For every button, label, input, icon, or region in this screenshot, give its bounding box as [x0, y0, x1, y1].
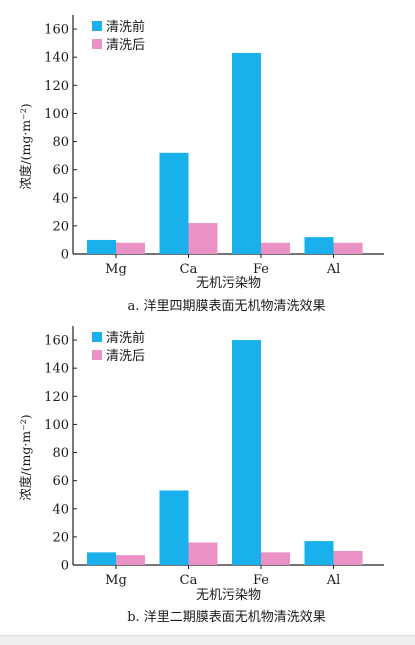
x-tick-label: Ca	[180, 573, 198, 588]
y-tick-label: 160	[44, 334, 69, 349]
y-axis-label: 浓度/(mg·m⁻²)	[18, 103, 33, 189]
x-tick-label: Mg	[105, 262, 127, 277]
y-tick-label: 100	[44, 418, 69, 433]
chart-panel-b: 0 20 40 60 80 100 120 140 160 Mg Ca Fe Al 清洗前清洗后浓度/(m…	[18, 326, 384, 625]
chart-caption: b. 洋里二期膜表面无机物清洗效果	[127, 610, 326, 625]
x-axis-label: 无机污染物	[196, 588, 261, 603]
y-axis-label: 浓度/(mg·m⁻²)	[18, 414, 33, 500]
bar-before	[304, 237, 334, 254]
x-tick-label: Fe	[253, 262, 269, 277]
y-tick-label: 160	[44, 23, 69, 38]
y-tick-label: 140	[44, 51, 69, 66]
bar-before	[232, 340, 261, 565]
y-tick-label: 40	[52, 191, 69, 206]
legend-label: 清洗前	[106, 19, 145, 35]
legend-label: 清洗前	[106, 330, 145, 346]
x-axis-label: 无机污染物	[196, 276, 261, 291]
x-tick-label: Ca	[180, 262, 198, 277]
bar-after	[116, 555, 145, 565]
bar-after	[333, 550, 363, 565]
legend-swatch	[92, 350, 102, 360]
y-tick-label: 120	[44, 79, 69, 94]
bottom-strip	[0, 636, 415, 645]
x-tick-label: Fe	[253, 573, 269, 588]
y-tick-label: 60	[52, 163, 69, 178]
y-tick-label: 20	[52, 219, 69, 234]
bar-before	[159, 490, 189, 565]
chart-panel-a: 0 20 40 60 80 100 120 140 160 Mg Ca Fe Al 清洗前清洗后浓度/(m…	[18, 15, 384, 314]
bar-after	[333, 242, 363, 254]
bar-before	[87, 239, 116, 254]
bar-after	[188, 542, 218, 565]
bar-after	[116, 242, 145, 254]
bottom-divider	[0, 635, 415, 636]
y-tick-label: 80	[52, 446, 69, 461]
x-tick-label: Al	[326, 573, 341, 588]
bar-before	[87, 552, 116, 565]
y-tick-label: 0	[61, 248, 69, 263]
legend-swatch	[92, 39, 102, 49]
y-tick-label: 60	[52, 474, 69, 489]
y-tick-label: 120	[44, 390, 69, 405]
legend-label: 清洗后	[106, 38, 145, 53]
y-tick-label: 20	[52, 530, 69, 545]
bar-before	[304, 541, 334, 565]
legend-label: 清洗后	[106, 349, 145, 364]
bar-before	[159, 152, 189, 254]
y-tick-label: 40	[52, 502, 69, 517]
bar-after	[261, 242, 290, 254]
legend-swatch	[92, 332, 102, 342]
chart-caption: a. 洋里四期膜表面无机物清洗效果	[127, 299, 325, 314]
legend-swatch	[92, 21, 102, 31]
bar-after	[261, 552, 290, 565]
x-tick-label: Al	[326, 262, 341, 277]
x-tick-label: Mg	[105, 573, 127, 588]
y-tick-label: 80	[52, 135, 69, 150]
bar-before	[232, 52, 261, 254]
bar-after	[188, 223, 218, 254]
y-tick-label: 100	[44, 107, 69, 122]
y-tick-label: 140	[44, 362, 69, 377]
y-tick-label: 0	[61, 559, 69, 574]
